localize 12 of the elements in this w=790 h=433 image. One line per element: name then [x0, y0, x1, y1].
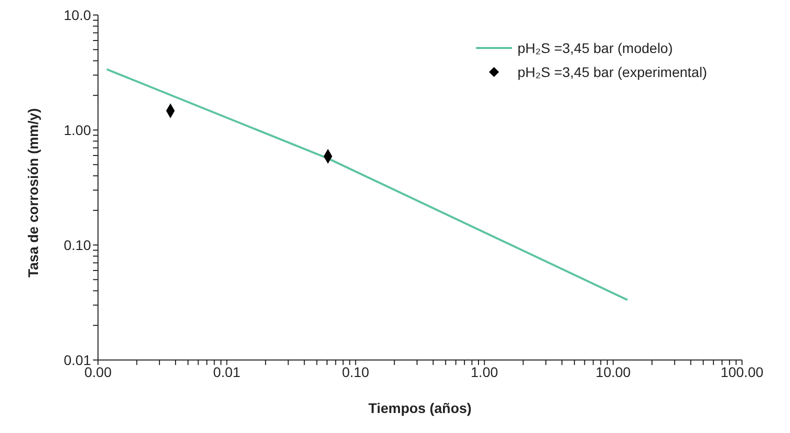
x-tick-label: 0.01 [213, 364, 241, 380]
y-tick-label: 10.0 [64, 6, 92, 23]
y-tick-label: 1.00 [64, 122, 92, 138]
y-tick-label: 0.10 [64, 236, 92, 253]
legend-label: pH₂S =3,45 bar (modelo) [518, 40, 673, 56]
x-tick-label: 10.00 [596, 364, 631, 380]
x-tick-label: 100.00 [720, 364, 764, 380]
x-axis-title: Tiempos (años) [368, 400, 472, 416]
legend-label: pH₂S =3,45 bar (experimental) [518, 64, 707, 80]
x-tick-label: 0.10 [342, 364, 370, 380]
y-axis-title: Tasa de corrosión (mm/y) [24, 108, 41, 278]
x-tick-label: 1.00 [470, 364, 498, 380]
